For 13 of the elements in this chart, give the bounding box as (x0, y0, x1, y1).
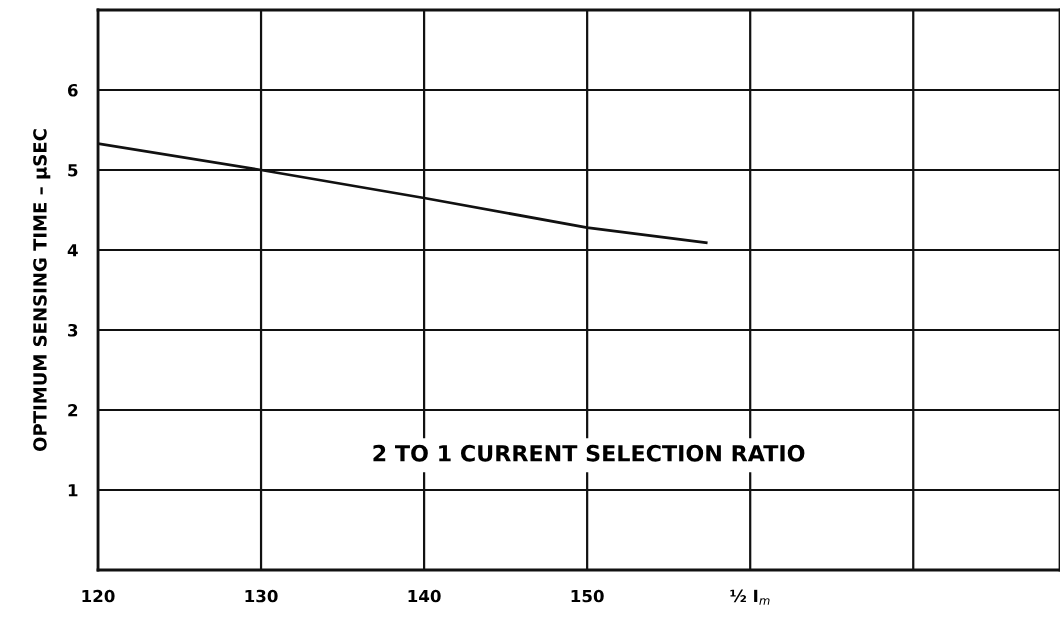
x-tick-label: 130 (245, 589, 278, 603)
y-tick-label: 2 (68, 403, 78, 417)
y-tick-label: 6 (67, 83, 78, 97)
annotation: 2 TO 1 CURRENT SELECTION RATIO (373, 444, 805, 462)
x-tick-label: ½ I$_{m}$ (730, 589, 770, 605)
y-tick-label: 1 (68, 484, 78, 497)
y-tick-label: 3 (68, 323, 78, 337)
x-tick-label: 140 (408, 589, 441, 603)
y-tick-label: 5 (68, 164, 78, 177)
y-tick-label: 4 (67, 244, 78, 257)
x-tick-label: 120 (82, 589, 115, 603)
x-tick-label: 150 (571, 589, 604, 603)
y-axis-title: OPTIMUM SENSING TIME – μSEC (33, 129, 51, 451)
